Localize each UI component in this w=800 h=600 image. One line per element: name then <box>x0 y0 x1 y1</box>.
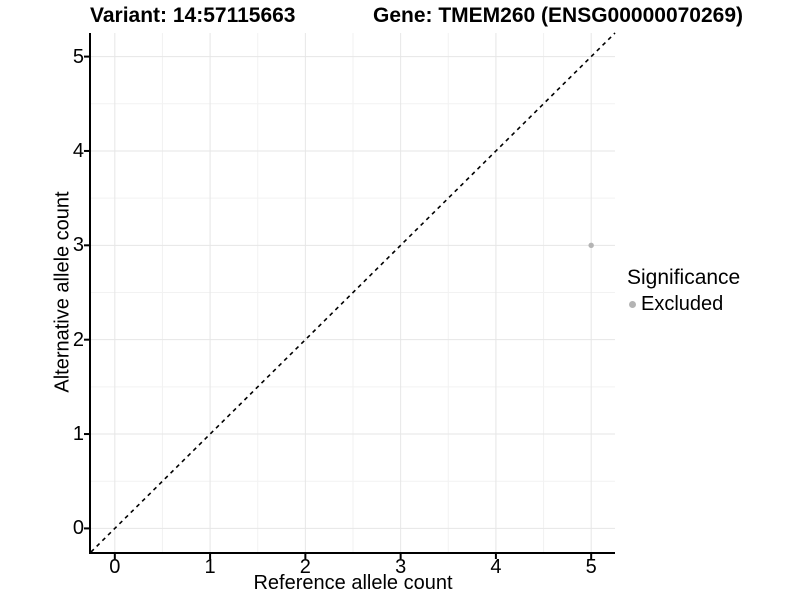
legend-entry-excluded: Excluded <box>627 293 740 316</box>
legend-title: Significance <box>627 266 741 289</box>
x-tick-label: 0 <box>109 556 121 578</box>
excluded-point-icon <box>629 301 636 308</box>
y-tick-label: 3 <box>72 234 84 257</box>
x-tick-label: 1 <box>204 556 216 578</box>
legend: Significance Excluded <box>627 266 740 316</box>
x-tick-label: 3 <box>395 556 407 578</box>
y-tick-label: 2 <box>72 328 84 351</box>
data-point <box>588 242 594 249</box>
variant-title: Variant: 14:57115663 <box>90 4 296 27</box>
y-tick-label: 5 <box>72 45 84 68</box>
x-tick-label: 2 <box>299 556 311 578</box>
y-tick-label: 4 <box>72 139 84 162</box>
gene-title: Gene: TMEM260 (ENSG00000070269) <box>373 4 744 27</box>
y-tick-label: 0 <box>72 517 84 540</box>
identity-dashed-line <box>90 32 616 553</box>
x-tick-label: 4 <box>490 556 502 578</box>
x-tick-label: 5 <box>585 556 597 578</box>
y-tick-label: 1 <box>72 423 84 446</box>
x-axis-title: Reference allele count <box>253 572 453 594</box>
y-axis-title: Alternative allele count <box>51 191 74 393</box>
legend-entry-label: Excluded <box>641 293 724 315</box>
